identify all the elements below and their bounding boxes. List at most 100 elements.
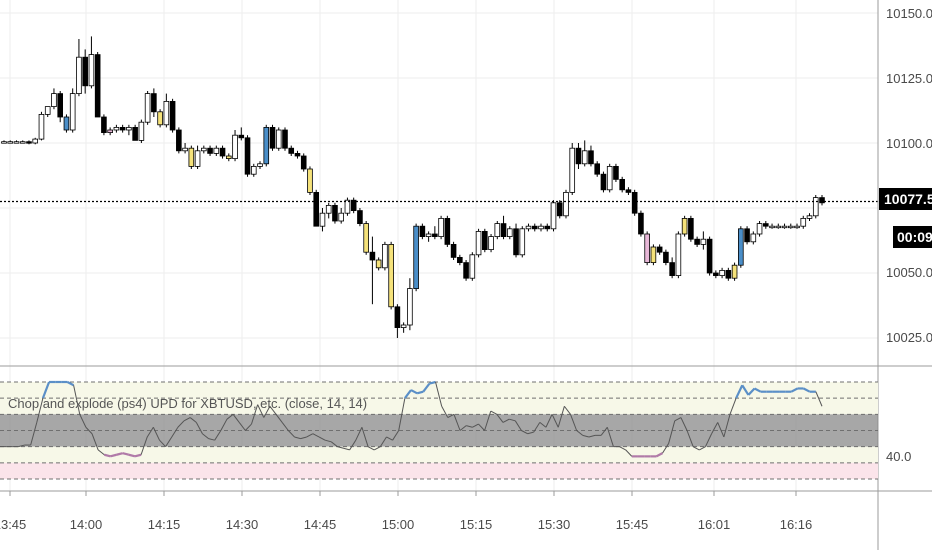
candle-body: [32, 138, 39, 144]
candle-body: [800, 217, 807, 227]
candle: [544, 223, 551, 232]
indicator-segment: [122, 452, 130, 456]
candle: [787, 223, 794, 229]
candle-series: [1, 36, 825, 338]
candle: [738, 226, 744, 268]
candle: [182, 143, 188, 154]
indicator-segment: [379, 436, 387, 447]
candle-body: [763, 223, 769, 227]
candle: [631, 189, 638, 216]
indicator-segment: [429, 380, 436, 385]
indicator-segment: [502, 418, 510, 423]
indicator-segment: [208, 438, 215, 441]
candle-body: [638, 212, 644, 235]
indicator-segment: [563, 405, 571, 415]
candle: [151, 88, 157, 117]
indicator-segment: [177, 420, 185, 428]
candle: [163, 93, 170, 128]
indicator-segment: [398, 398, 406, 431]
candle: [225, 153, 232, 162]
time-axis[interactable]: 13:45 14:00 14:15 14:30 14:45 15:00 15:15 15:30…: [0, 491, 812, 532]
indicator-segment: [416, 390, 424, 395]
candle: [88, 36, 95, 89]
candle: [469, 252, 476, 281]
indicator-segment: [539, 422, 547, 428]
candle: [207, 145, 213, 156]
candle-body: [556, 202, 563, 217]
candle: [457, 254, 463, 266]
candle: [319, 208, 326, 232]
indicator-segment: [570, 414, 578, 431]
indicator-segment: [128, 453, 136, 458]
indicator-segment: [79, 414, 87, 428]
candle: [694, 236, 700, 247]
indicator-segment: [386, 436, 393, 441]
candle-body: [344, 199, 351, 214]
candle: [500, 215, 507, 240]
candle: [450, 241, 457, 260]
candle: [38, 111, 45, 141]
indicator-segment: [116, 452, 123, 456]
candle: [756, 221, 763, 237]
indicator-segment: [140, 436, 148, 455]
candle: [519, 226, 526, 258]
candle: [719, 267, 725, 279]
indicator-band: [0, 446, 878, 463]
candle-body: [787, 225, 794, 229]
indicator-segment: [245, 423, 252, 431]
time-tick: 15:45: [616, 517, 649, 532]
indicator-segment: [257, 404, 265, 418]
candle: [232, 130, 238, 162]
indicator-segment: [514, 420, 522, 431]
indicator-band: [0, 382, 878, 399]
indicator-segment: [165, 436, 173, 447]
candle-body: [250, 165, 257, 175]
candle: [263, 124, 270, 167]
candle-body: [569, 147, 576, 193]
candle-body: [219, 147, 226, 157]
candle-body: [463, 262, 469, 279]
indicator-segment: [263, 406, 271, 418]
indicator-segment: [104, 453, 111, 458]
candle-body: [63, 116, 70, 131]
indicator-segment: [367, 446, 375, 451]
candle: [157, 109, 163, 128]
candle-body: [225, 155, 232, 159]
candle-body: [513, 228, 519, 256]
candle: [681, 215, 688, 237]
candle-body: [631, 191, 638, 214]
candle-body: [644, 233, 650, 264]
candle: [338, 208, 344, 224]
indicator-segment: [373, 446, 381, 451]
candle: [344, 197, 351, 216]
time-tick: 14:00: [70, 517, 103, 532]
candle-body: [706, 238, 713, 274]
candle: [675, 231, 682, 279]
time-tick: 15:00: [382, 517, 415, 532]
indicator-segment: [36, 398, 44, 423]
indicator-segment: [741, 384, 750, 396]
candle-body: [407, 288, 413, 326]
candle: [238, 127, 245, 141]
indicator-segment: [441, 406, 449, 418]
candle-body: [313, 191, 320, 227]
candle-body: [475, 230, 482, 256]
candle: [288, 145, 295, 156]
candle: [812, 195, 819, 219]
price-axis[interactable]: 10150.0 10125.0 10100.0 10050.0 10025.0: [886, 6, 932, 345]
indicator-segment: [466, 425, 473, 428]
candle: [488, 234, 494, 253]
indicator-segment: [18, 444, 25, 448]
indicator-segment: [625, 449, 633, 457]
candle-body: [182, 147, 188, 152]
candle: [76, 39, 82, 97]
candle: [369, 236, 376, 305]
candle: [51, 88, 57, 110]
indicator-segment: [478, 423, 485, 431]
candle: [357, 208, 363, 227]
candle: [688, 215, 694, 242]
candle-body: [488, 236, 494, 251]
last-price-badge-box: [879, 188, 932, 210]
candle-body: [194, 150, 201, 167]
candle: [44, 106, 51, 117]
